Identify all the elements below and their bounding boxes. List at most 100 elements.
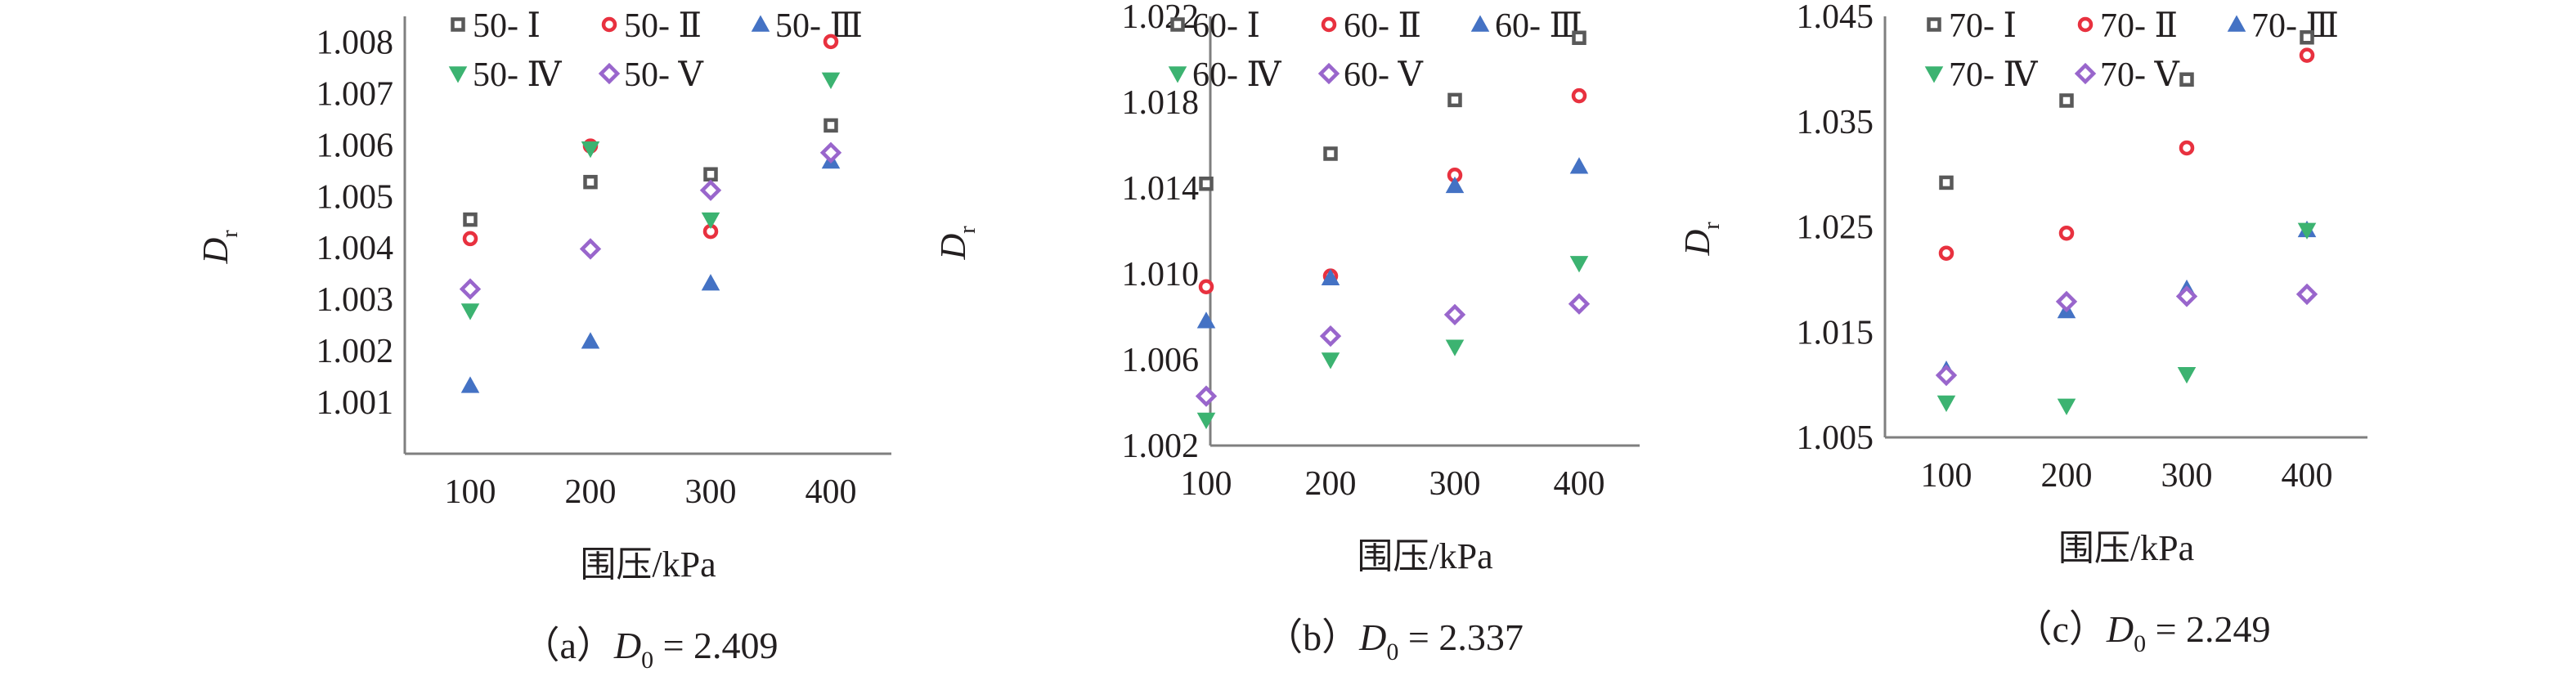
legend-marker [1170, 17, 1185, 32]
legend-label: 70- Ⅱ [2100, 7, 2178, 45]
y-axis-label-sub: r [1699, 222, 1725, 230]
legend-marker [1317, 62, 1340, 85]
data-point [819, 141, 842, 164]
x-tick-label: 200 [2041, 457, 2093, 495]
data-point [581, 332, 600, 349]
data-point [699, 179, 722, 201]
data-point [2058, 225, 2075, 241]
x-tick-label: 300 [1429, 465, 1481, 503]
y-tick-label: 1.022 [1122, 0, 1200, 36]
x-tick-label: 400 [2282, 457, 2333, 495]
y-tick-label: 1.003 [316, 281, 394, 319]
caption-d-symbol: D [2106, 608, 2134, 650]
y-tick-label: 1.025 [1797, 209, 1874, 247]
y-tick-label: 1.006 [1122, 342, 1200, 379]
x-tick-label: 100 [445, 473, 496, 511]
y-tick-label: 1.004 [316, 230, 394, 267]
x-axis-label: 围压/kPa [580, 544, 716, 585]
legend-label: 70- Ⅰ [1949, 7, 2017, 45]
legend-label: 60- Ⅴ [1344, 56, 1423, 94]
chart-panel-2: 1.002 1.006 1.010 1.014 1.018 1.022 100 200 300 4… [933, 0, 1640, 665]
data-point [2175, 285, 2198, 307]
data-point [1571, 87, 1587, 104]
caption-d-sub: 0 [641, 647, 653, 674]
data-point [1569, 256, 1589, 273]
y-tick-label: 1.018 [1122, 84, 1200, 122]
data-point [462, 231, 478, 247]
legend-label: 50- Ⅱ [624, 7, 702, 45]
chart-panel-1: 1.001 1.002 1.003 1.004 1.005 1.006 1.007 1.008… [195, 7, 891, 674]
legend-marker [601, 16, 617, 33]
x-tick-label: 100 [1181, 465, 1232, 503]
caption-suffix: = 2.337 [1398, 616, 1523, 658]
caption-prefix: （a） [522, 625, 613, 666]
data-point [1568, 293, 1591, 315]
y-tick-label: 1.001 [316, 384, 394, 422]
data-point [1569, 157, 1589, 174]
y-tick-label: 1.005 [316, 178, 394, 216]
y-axis-label-sub: r [955, 226, 981, 234]
data-point [581, 141, 600, 159]
legend-label: 50- Ⅰ [473, 7, 541, 45]
data-point [1935, 364, 1958, 387]
data-point [1445, 339, 1465, 356]
data-point [1445, 176, 1465, 194]
caption-suffix: = 2.409 [653, 625, 778, 666]
data-point [463, 212, 478, 227]
x-axis-label: 围压/kPa [1357, 536, 1492, 576]
data-point [821, 72, 841, 89]
data-point [1572, 30, 1586, 45]
panel-caption: （c）D0 = 2.249 [2014, 608, 2270, 657]
data-point [824, 118, 838, 133]
legend-label: 70- Ⅳ [1949, 56, 2038, 94]
x-tick-label: 100 [1921, 457, 1972, 495]
x-tick-label: 200 [1305, 465, 1357, 503]
caption-d-sub: 0 [1386, 638, 1398, 665]
legend-marker [448, 66, 468, 83]
panel-caption: （a）D0 = 2.409 [522, 625, 778, 674]
data-point [1447, 92, 1462, 108]
data-point [1938, 245, 1954, 261]
y-tick-label: 1.002 [1122, 428, 1200, 465]
data-point [1939, 175, 1954, 190]
data-point [1321, 352, 1340, 370]
data-point [2296, 283, 2318, 306]
chart-panel-3: 1.005 1.015 1.025 1.035 1.045 100 200 300 400 Dr 围… [1677, 0, 2367, 657]
y-tick-label: 1.015 [1797, 314, 1874, 352]
y-axis-label: Dr [1677, 222, 1725, 257]
data-point [2177, 367, 2197, 384]
y-tick-label: 1.006 [316, 127, 394, 164]
legend-label: 60- Ⅱ [1344, 7, 1421, 45]
caption-prefix: （b） [1265, 616, 1359, 658]
y-tick-label: 1.014 [1122, 170, 1200, 208]
data-point [1196, 311, 1216, 329]
legend-marker [1470, 15, 1490, 32]
data-point [2055, 290, 2078, 313]
legend-marker [1321, 16, 1337, 33]
data-point [2297, 222, 2317, 240]
y-axis-label-main: D [195, 238, 236, 265]
data-point [1199, 177, 1214, 191]
caption-d-symbol: D [613, 625, 641, 666]
data-point [2179, 72, 2194, 87]
panel-caption: （b）D0 = 2.337 [1265, 616, 1524, 665]
legend-label: 60- Ⅳ [1192, 56, 1281, 94]
x-tick-label: 400 [1554, 465, 1605, 503]
x-tick-label: 300 [685, 473, 737, 511]
caption-suffix: = 2.249 [2146, 608, 2270, 650]
data-point [2179, 140, 2195, 156]
caption-d-symbol: D [1358, 616, 1386, 658]
y-axis-label-main: D [1677, 230, 1717, 257]
legend-label: 50- Ⅲ [775, 7, 863, 45]
legend-marker [2227, 15, 2246, 32]
data-point [1319, 325, 1342, 347]
caption-prefix: （c） [2014, 608, 2106, 650]
data-point [1936, 395, 1956, 413]
data-point [2300, 30, 2314, 45]
data-point [1198, 279, 1214, 294]
x-tick-label: 200 [565, 473, 617, 511]
data-point [1323, 146, 1338, 161]
data-point [460, 376, 480, 393]
data-point [701, 212, 720, 230]
